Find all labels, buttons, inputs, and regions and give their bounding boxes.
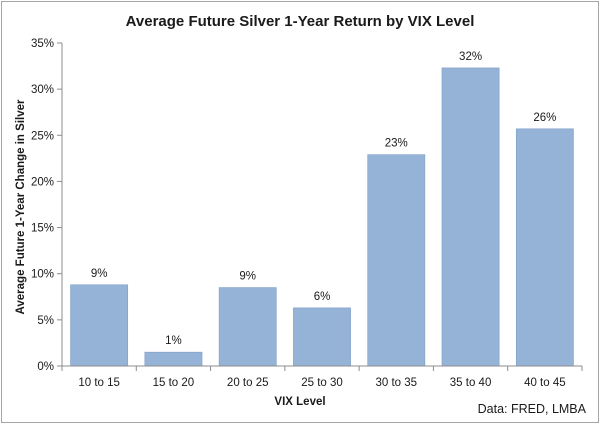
bar xyxy=(367,154,426,367)
bar-value-label: 6% xyxy=(314,291,331,303)
bar-value-label: 32% xyxy=(459,51,482,63)
axes-group xyxy=(61,43,582,367)
bar xyxy=(144,351,203,367)
bars-group xyxy=(70,67,574,367)
x-category-label: 35 to 40 xyxy=(450,377,492,389)
bar-value-label: 1% xyxy=(165,335,182,347)
y-tick-label: 35% xyxy=(31,38,54,50)
bar-value-label: 26% xyxy=(533,112,556,124)
bar xyxy=(441,67,500,367)
bar xyxy=(515,128,574,367)
bar xyxy=(70,284,129,367)
x-category-label: 40 to 45 xyxy=(524,377,566,389)
bar xyxy=(293,307,351,367)
y-tick-label: 20% xyxy=(31,176,54,188)
x-category-label: 20 to 25 xyxy=(227,377,269,389)
y-tick-label: 30% xyxy=(31,84,54,96)
chart-title: Average Future Silver 1-Year Return by V… xyxy=(126,13,475,30)
y-tick-label: 25% xyxy=(31,130,54,142)
source-note: Data: FRED, LMBA xyxy=(478,402,587,416)
y-tick-label: 5% xyxy=(37,315,54,327)
y-tick-label: 0% xyxy=(37,361,54,373)
x-category-label: 10 to 15 xyxy=(78,377,120,389)
y-tick-label: 15% xyxy=(31,223,54,235)
bar-labels-group: 9% 1% 9% 6% 23% 32% 26% xyxy=(91,51,557,347)
x-category-label: 25 to 30 xyxy=(301,377,343,389)
bar-value-label: 9% xyxy=(91,268,108,280)
bar-value-label: 9% xyxy=(239,271,256,283)
x-category-label: 30 to 35 xyxy=(375,377,417,389)
y-axis-title: Average Future 1-Year Change in Silver xyxy=(15,99,27,314)
x-axis-categories: 10 to 15 15 to 20 20 to 25 25 to 30 30 to 35… xyxy=(61,366,583,389)
bar xyxy=(218,287,277,367)
y-axis-ticks: 0% 5% 10% 15% 20% 25% 30% 35% xyxy=(31,38,62,373)
x-axis-title: VIX Level xyxy=(274,396,325,408)
x-category-label: 15 to 20 xyxy=(153,377,195,389)
bar-value-label: 23% xyxy=(385,138,408,150)
y-tick-label: 10% xyxy=(31,269,54,281)
